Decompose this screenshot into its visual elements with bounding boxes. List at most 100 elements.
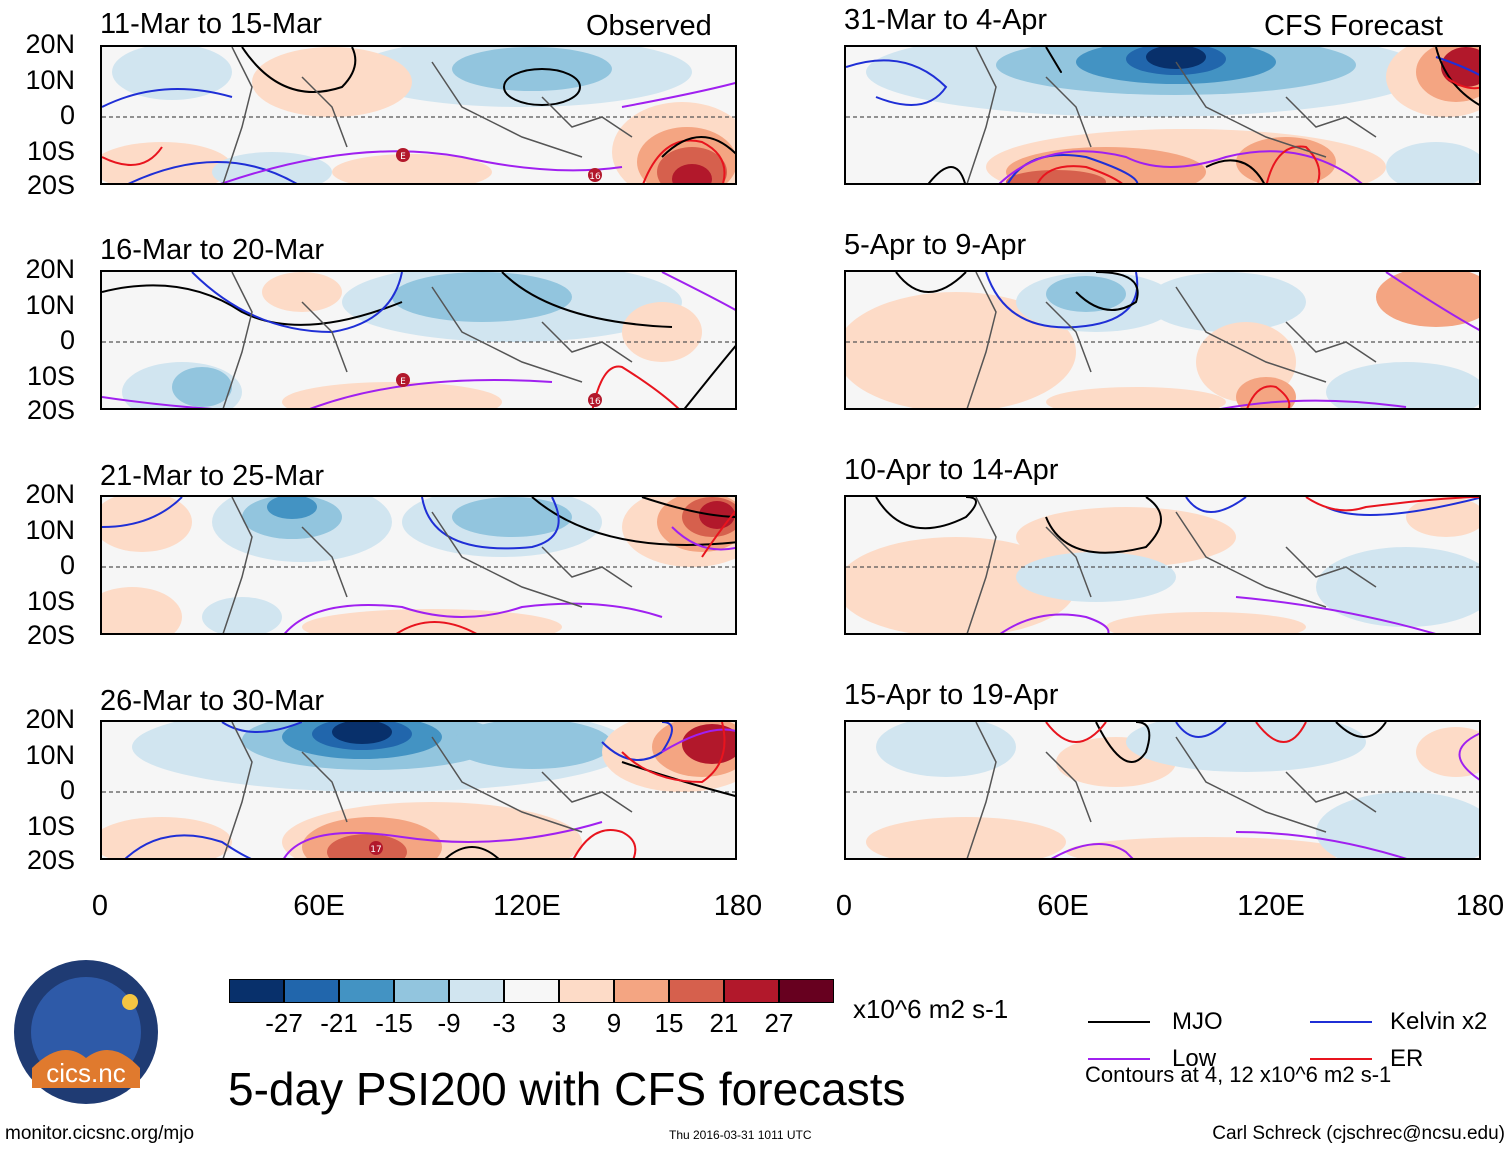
map-panel-2: E 16: [100, 270, 737, 410]
anomaly-field: [846, 497, 1479, 633]
colorbar-tick-label: -9: [437, 1008, 461, 1038]
footer-author: Carl Schreck (cjschrec@ncsu.edu): [1212, 1123, 1505, 1144]
forecast-panel-3: [844, 495, 1481, 635]
lon-label: 180: [1455, 890, 1505, 922]
panel-forecast-label: CFS Forecast: [1264, 10, 1443, 42]
panel-title-date: 5-Apr to 9-Apr: [844, 229, 1027, 261]
lat-label: 10N: [25, 65, 75, 95]
anomaly-field: E 16: [102, 272, 735, 408]
colorbar-swatch: [724, 979, 779, 1003]
colorbar-swatch: [229, 979, 284, 1003]
panel-title-date: 15-Apr to 19-Apr: [844, 679, 1059, 711]
lat-label: 10N: [25, 740, 75, 770]
lat-label: 10N: [25, 290, 75, 320]
legend-mjo-line-icon: [1088, 1021, 1150, 1023]
colorbar-tick-label: -3: [492, 1008, 516, 1038]
lon-label: 60E: [1037, 890, 1089, 922]
lat-label: 0: [59, 775, 75, 805]
panel-title-date: 10-Apr to 14-Apr: [844, 454, 1059, 486]
colorbar-swatch: [284, 979, 339, 1003]
lon-label: 180: [713, 890, 763, 922]
tc-marker-icon: [588, 393, 602, 407]
lat-label: 20S: [26, 620, 75, 650]
cics-logo: cics.nc: [12, 958, 160, 1106]
lon-label: 120E: [1237, 890, 1305, 922]
svg-text:16: 16: [589, 397, 601, 407]
lat-label: 0: [59, 325, 75, 355]
panel-title-date: 11-Mar to 15-Mar: [100, 8, 322, 40]
lon-label: 0: [835, 890, 853, 922]
lat-label: 0: [59, 100, 75, 130]
lon-label: 0: [91, 890, 109, 922]
map-panel-3: [100, 495, 737, 635]
colorbar-swatch: [779, 979, 834, 1003]
anomaly-field: [102, 497, 735, 633]
colorbar-tick-label: -27: [265, 1008, 303, 1038]
lat-label: 20S: [26, 395, 75, 425]
legend-kelvin-line-icon: [1310, 1021, 1372, 1023]
map-panel-4: 17: [100, 720, 737, 860]
logo-text: cics.nc: [46, 1058, 126, 1088]
colorbar-swatch: [614, 979, 669, 1003]
anomaly-field: [846, 272, 1479, 408]
anomaly-field: [846, 47, 1479, 183]
legend-mjo-label: MJO: [1172, 1008, 1223, 1035]
colorbar-swatch: [449, 979, 504, 1003]
panel-title-date: 26-Mar to 30-Mar: [100, 685, 325, 717]
colorbar-tick-label: 9: [606, 1008, 622, 1038]
colorbar-swatch: [394, 979, 449, 1003]
lat-label: 20N: [25, 479, 75, 509]
lat-label: 10S: [26, 811, 75, 841]
svg-text:E: E: [400, 377, 406, 387]
logo-globe-icon: [14, 960, 158, 1104]
legend-contour-note: Contours at 4, 12 x10^6 m2 s-1: [1085, 1062, 1392, 1087]
lat-label: 10S: [26, 136, 75, 166]
lat-label: 20N: [25, 29, 75, 59]
anomaly-field: 17: [102, 722, 735, 858]
lon-label: 120E: [493, 890, 561, 922]
footer-timestamp: Thu 2016-03-31 1011 UTC: [669, 1128, 812, 1142]
lat-label: 10N: [25, 515, 75, 545]
colorbar-swatch: [504, 979, 559, 1003]
lat-label: 20S: [26, 845, 75, 875]
colorbar-swatch: [669, 979, 724, 1003]
panel-title-date: 16-Mar to 20-Mar: [100, 234, 325, 266]
lat-label: 10S: [26, 361, 75, 391]
colorbar-tick-label: -21: [320, 1008, 358, 1038]
colorbar-swatch: [559, 979, 614, 1003]
panel-observed-label: Observed: [586, 10, 712, 42]
legend-er-label: ER: [1390, 1045, 1424, 1072]
colorbar-tick-label: 27: [764, 1008, 794, 1038]
lat-label: 10S: [26, 586, 75, 616]
lon-label: 60E: [293, 890, 345, 922]
main-title: 5-day PSI200 with CFS forecasts: [228, 1063, 906, 1115]
forecast-panel-1: [844, 45, 1481, 185]
forecast-panel-2: [844, 270, 1481, 410]
colorbar-tick-label: 21: [709, 1008, 739, 1038]
footer-url: monitor.cicsnc.org/mjo: [5, 1123, 195, 1144]
colorbar-swatch: [339, 979, 394, 1003]
legend-kelvin-label: Kelvin x2: [1390, 1008, 1488, 1035]
anomaly-field: [846, 722, 1479, 858]
svg-text:17: 17: [370, 845, 381, 855]
anomaly-field: E 16: [102, 47, 735, 183]
legend-low-label: Low: [1172, 1045, 1217, 1072]
tc-marker-icon: [588, 168, 602, 182]
lat-label: 20N: [25, 254, 75, 284]
legend-low-line-icon: [1088, 1058, 1150, 1060]
tc-marker-icon: [396, 148, 410, 162]
panel-title-date: 21-Mar to 25-Mar: [100, 460, 325, 492]
forecast-panel-4: [844, 720, 1481, 860]
lat-label: 20S: [26, 170, 75, 200]
tc-marker-icon: [396, 373, 410, 387]
tc-marker-icon: [369, 841, 383, 855]
colorbar-tick-label: -15: [375, 1008, 413, 1038]
svg-text:16: 16: [589, 172, 601, 182]
colorbar-tick-label: 15: [654, 1008, 684, 1038]
legend-er-line-icon: [1310, 1058, 1372, 1060]
lat-label: 0: [59, 550, 75, 580]
colorbar-units: x10^6 m2 s-1: [853, 994, 1009, 1024]
lat-label: 20N: [25, 704, 75, 734]
svg-text:E: E: [400, 152, 406, 162]
map-panel-1: E 16: [100, 45, 737, 185]
